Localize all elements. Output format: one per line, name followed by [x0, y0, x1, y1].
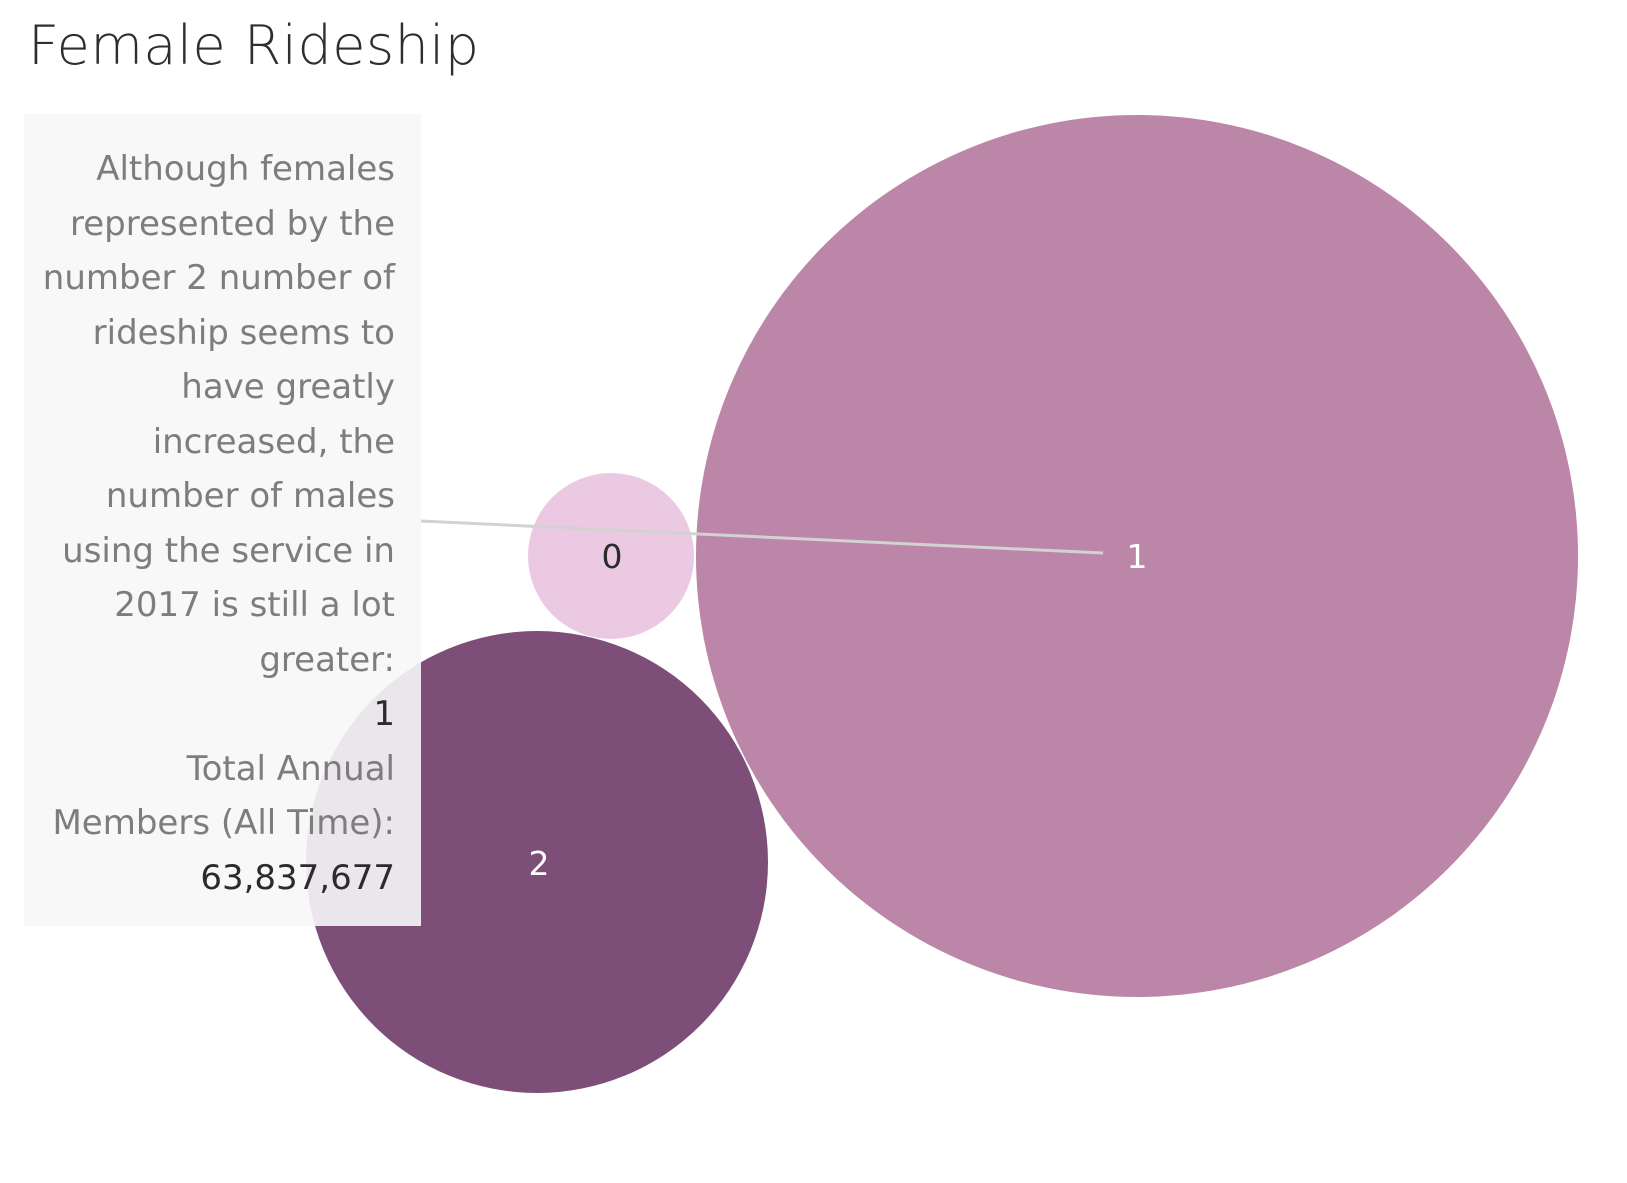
chart-title: Female Rideship: [28, 14, 480, 77]
annotation-box: Although females represented by the numb…: [24, 114, 421, 926]
bubble-label-1: 1: [1127, 537, 1148, 576]
total-label: Total Annual Members (All Time):: [52, 748, 395, 844]
annotation-leader-line: [420, 519, 1104, 555]
bubble-0[interactable]: [528, 473, 694, 639]
annotation-text: Although females represented by the numb…: [42, 149, 395, 680]
bubble-1[interactable]: [696, 115, 1578, 997]
bubble-label-2: 2: [529, 844, 550, 883]
bubble-label-0: 0: [602, 537, 623, 576]
bubble-2[interactable]: [306, 631, 768, 1093]
total-value: 63,837,677: [200, 857, 395, 898]
annotation-value: 1: [373, 694, 395, 734]
